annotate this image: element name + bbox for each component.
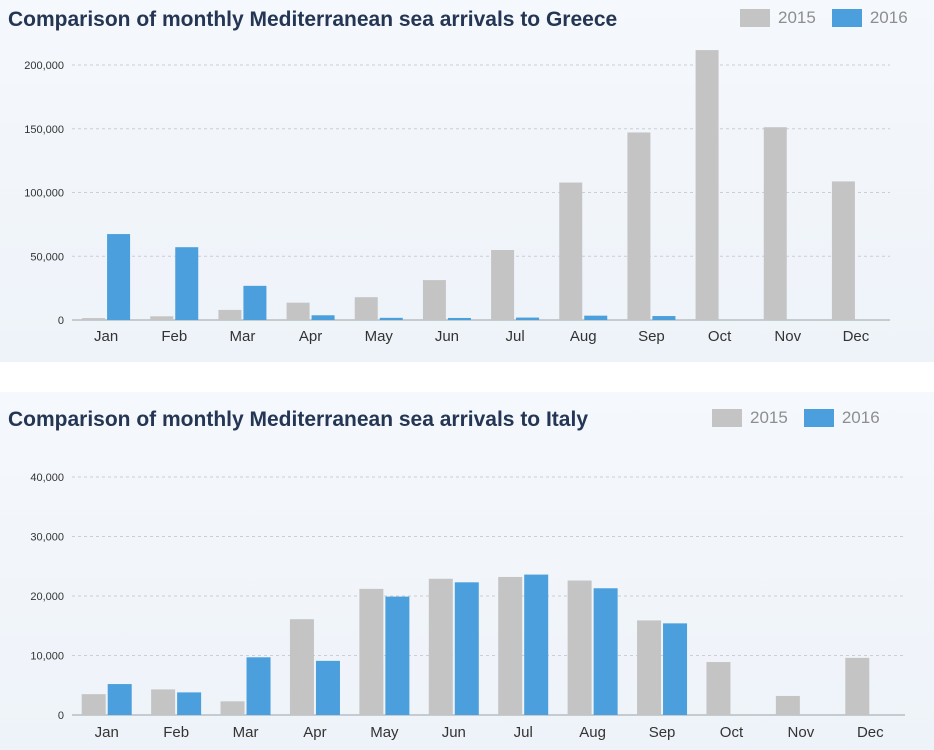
bar-2015-jun [428, 578, 453, 715]
x-tick-label: Dec [843, 328, 870, 345]
bar-2015-jun [422, 280, 446, 320]
bar-2015-aug [567, 580, 592, 715]
y-tick-label: 0 [58, 710, 64, 722]
bar-2016-may [385, 596, 410, 715]
y-tick-label: 0 [58, 315, 64, 327]
bar-2015-oct [695, 50, 719, 321]
x-tick-label: Sep [649, 724, 676, 741]
bar-2016-mar [246, 657, 271, 715]
bar-2015-mar [218, 309, 242, 320]
x-tick-label: Jan [95, 724, 119, 741]
bar-2015-sep [627, 132, 651, 320]
x-tick-label: Jul [505, 328, 524, 345]
bar-2015-apr [286, 302, 310, 320]
x-tick-label: May [365, 328, 394, 345]
greece-bar-chart: 0 50,000 100,000 150,000 200,000 Jan Feb Mar Apr… [24, 50, 890, 345]
bar-2015-feb [150, 316, 174, 320]
y-tick-label: 40,000 [30, 472, 64, 484]
x-tick-label: Mar [229, 328, 255, 345]
italy-bar-chart: 0 10,000 20,000 30,000 40,000 Jan Feb Mar Apr May… [30, 472, 905, 741]
bar-2016-jul [524, 574, 549, 715]
panel-separator [0, 362, 934, 392]
x-tick-label: Nov [788, 724, 815, 741]
x-tick-label: Jun [435, 328, 459, 345]
greece-legend-2016[interactable]: 2016 [831, 8, 908, 28]
bar-2016-jun [447, 317, 471, 320]
bar-2015-aug [559, 182, 583, 320]
x-tick-label: Jun [442, 724, 466, 741]
legend-label-2015: 2015 [750, 408, 788, 427]
legend-swatch-2015 [740, 9, 770, 27]
x-tick-label: Oct [720, 724, 744, 741]
bar-2016-jun [454, 582, 479, 715]
bar-2016-apr [315, 660, 340, 715]
x-tick-label: Mar [233, 724, 259, 741]
bar-2015-dec [845, 657, 870, 715]
bar-2015-nov [763, 127, 787, 320]
bar-2016-jan [107, 684, 132, 715]
y-tick-label: 30,000 [30, 532, 64, 544]
bar-2015-feb [151, 689, 176, 715]
bar-2015-oct [706, 662, 731, 715]
x-tick-label: Aug [570, 328, 597, 345]
x-tick-label: May [370, 724, 399, 741]
legend-label-2016: 2016 [841, 408, 880, 427]
bar-2015-apr [289, 619, 314, 715]
x-tick-label: Aug [579, 724, 606, 741]
bar-2016-may [379, 317, 403, 320]
bar-2016-feb [177, 692, 202, 715]
x-tick-label: Sep [638, 328, 665, 345]
bar-2016-aug [584, 315, 608, 320]
bar-2015-may [359, 588, 384, 715]
x-tick-label: Apr [299, 328, 322, 345]
italy-legend-2015[interactable]: 2015 [712, 408, 788, 428]
y-tick-label: 150,000 [24, 124, 64, 136]
bar-2015-mar [220, 701, 245, 715]
bar-2015-sep [637, 620, 662, 715]
y-tick-label: 200,000 [24, 60, 64, 72]
x-tick-label: Oct [708, 328, 732, 345]
x-tick-label: Jul [514, 724, 533, 741]
greece-legend-2015[interactable]: 2015 [740, 8, 816, 28]
legend-label-2016: 2016 [869, 8, 908, 27]
italy-chart-title: Comparison of monthly Mediterranean sea … [8, 408, 588, 431]
bar-2015-jan [82, 318, 106, 320]
bar-2015-jul [491, 250, 515, 320]
legend-label-2015: 2015 [778, 8, 816, 27]
bar-2016-jan [107, 234, 131, 320]
bar-2015-may [354, 297, 378, 320]
x-tick-label: Feb [161, 328, 187, 345]
x-tick-label: Jan [94, 328, 118, 345]
bar-2015-jan [81, 694, 106, 715]
bar-2016-sep [663, 623, 688, 715]
y-tick-label: 50,000 [30, 251, 64, 263]
legend-swatch-2016 [831, 9, 862, 27]
x-tick-label: Feb [163, 724, 189, 741]
x-tick-label: Nov [774, 328, 801, 345]
italy-chart-panel: Comparison of monthly Mediterranean sea … [0, 392, 934, 750]
italy-legend-2016[interactable]: 2016 [803, 408, 880, 428]
greece-chart-panel: Comparison of monthly Mediterranean sea … [0, 0, 934, 362]
bar-2015-jul [498, 576, 523, 715]
bar-2016-sep [652, 316, 676, 320]
y-tick-label: 20,000 [30, 591, 64, 603]
bar-2016-apr [311, 315, 335, 320]
x-tick-label: Apr [303, 724, 326, 741]
y-tick-label: 100,000 [24, 188, 64, 200]
bar-2016-feb [175, 247, 199, 320]
bar-2016-aug [593, 588, 618, 715]
legend-swatch-2015 [712, 409, 742, 427]
y-tick-label: 10,000 [30, 651, 64, 663]
x-tick-label: Dec [857, 724, 884, 741]
bar-2015-dec [831, 181, 855, 320]
italy-legend: 2015 2016 [712, 408, 896, 428]
greece-legend: 2015 2016 [740, 8, 924, 28]
bar-2015-nov [775, 695, 800, 715]
bar-2016-jul [516, 317, 540, 320]
legend-swatch-2016 [803, 409, 834, 427]
bar-2016-mar [243, 285, 267, 320]
greece-chart-title: Comparison of monthly Mediterranean sea … [8, 8, 618, 31]
